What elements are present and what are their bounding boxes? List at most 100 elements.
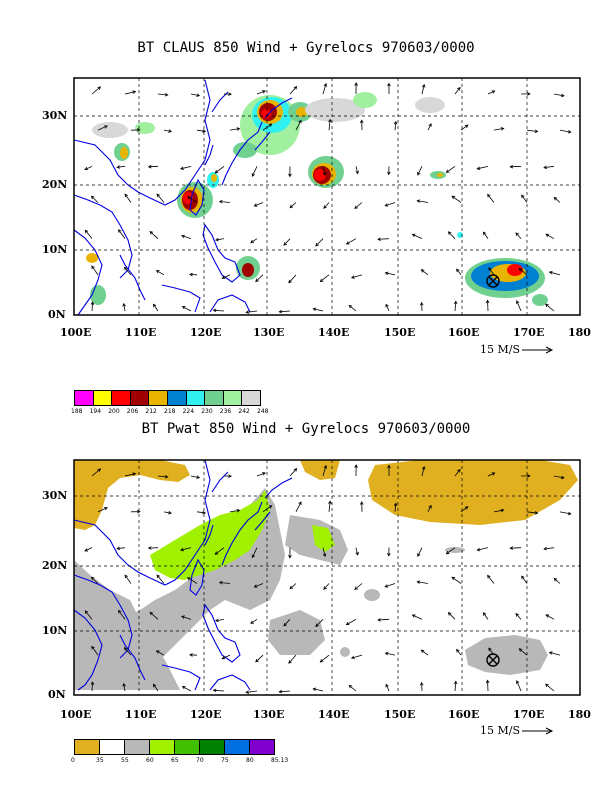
wind-vector-head-icon (147, 164, 152, 169)
wind-vector-head-icon (464, 124, 469, 128)
wind-vector-icon (222, 654, 231, 659)
wind-vector-icon (229, 509, 240, 513)
wind-vector-head-icon (545, 614, 550, 618)
wind-vector-icon (149, 231, 159, 239)
wind-vector-icon (323, 202, 330, 209)
wind-vector-icon (448, 231, 456, 239)
wind-vector-icon (180, 547, 192, 551)
bottom-lon-label-140e: 140E (318, 708, 350, 721)
wind-vector-icon (124, 647, 132, 656)
wind-vector-icon (219, 582, 231, 584)
wind-vector-head-icon (164, 92, 169, 97)
wind-vector-head-icon (253, 203, 258, 207)
bottom-gyre-marker-icon (486, 653, 500, 667)
wind-vector-head-icon (521, 194, 525, 199)
wind-vector-head-icon (527, 474, 531, 478)
wind-vector-icon (190, 93, 200, 97)
wind-vector-icon (289, 86, 297, 95)
top-colorbar-tick-label: 188 (71, 408, 83, 415)
wind-vector-head-icon (420, 649, 425, 653)
wind-vector-head-icon (214, 551, 219, 555)
bottom-lat-label-30n: 30N (42, 489, 68, 502)
wind-vector-icon (182, 306, 192, 312)
wind-vector-head-icon (476, 547, 481, 552)
wind-vector-head-icon (387, 552, 391, 557)
wind-vector-head-icon (288, 173, 292, 178)
wind-vector-head-icon (560, 93, 565, 98)
wind-vector-head-icon (323, 82, 328, 87)
wind-vector-icon (519, 648, 528, 656)
wind-vector-icon (544, 165, 555, 169)
wind-vector-head-icon (488, 647, 492, 652)
wind-vector-icon (412, 234, 423, 240)
wind-vector-icon (196, 129, 206, 132)
wind-vector-icon (97, 507, 108, 513)
wind-vector-head-icon (355, 551, 359, 556)
wind-vector-head-icon (323, 464, 328, 469)
wind-vector-head-icon (500, 127, 505, 131)
wind-vector-head-icon (384, 271, 389, 276)
bottom-scale-label: 15 M/S (480, 724, 520, 737)
wind-vector-head-icon (118, 609, 122, 614)
wind-vector-icon (313, 308, 324, 312)
wind-vector-icon (255, 654, 264, 663)
wind-vector-icon (477, 547, 489, 551)
wind-vector-head-icon (214, 169, 219, 174)
wind-vector-head-icon (289, 585, 294, 590)
wind-vector-icon (427, 505, 432, 513)
wind-vector-icon (427, 123, 432, 131)
wind-vector-head-icon (509, 164, 514, 169)
wind-vector-icon (97, 125, 108, 131)
wind-vector-head-icon (268, 123, 273, 127)
wind-vector-icon (256, 90, 266, 95)
wind-vector-head-icon (251, 554, 256, 559)
wind-vector-icon (322, 547, 326, 557)
wind-vector-head-icon (521, 575, 525, 580)
wind-vector-icon (246, 690, 258, 693)
wind-vector-head-icon (527, 92, 531, 96)
wind-vector-head-icon (278, 689, 283, 694)
top-colorbar-cell (111, 390, 131, 406)
wind-vector-head-icon (500, 508, 505, 513)
bottom-colorbar-tick-label: 70 (196, 757, 204, 764)
wind-vector-head-icon (355, 170, 359, 175)
wind-vector-icon (91, 265, 99, 276)
wind-vector-head-icon (181, 686, 186, 690)
wind-vector-head-icon (180, 547, 184, 552)
wind-vector-head-icon (323, 586, 327, 590)
wind-vector-icon (187, 196, 198, 203)
wind-vector-icon (545, 683, 555, 692)
wind-vector-head-icon (136, 509, 141, 514)
wind-vector-icon (315, 238, 324, 247)
wind-vector-icon (421, 466, 425, 477)
wind-vector-icon (288, 274, 297, 284)
wind-vector-icon (510, 165, 522, 168)
top-colorbar-tick-label: 236 (219, 408, 232, 415)
wind-vector-icon (417, 166, 423, 176)
wind-vector-head-icon (545, 233, 550, 237)
wind-vector-icon (553, 93, 564, 97)
wind-vector-icon (323, 583, 330, 590)
wind-vector-head-icon (445, 169, 450, 173)
wind-vector-head-icon (456, 268, 460, 273)
wind-vector-icon (510, 547, 522, 549)
wind-vector-icon (123, 683, 126, 692)
wind-vector-icon (163, 511, 172, 514)
top-lon-label-110e: 110E (125, 326, 157, 339)
wind-vector-icon (254, 202, 264, 207)
wind-vector-head-icon (122, 302, 126, 307)
wind-vector-head-icon (132, 472, 137, 476)
wind-vector-icon (322, 465, 327, 477)
wind-vector-head-icon (124, 193, 128, 198)
wind-vector-icon (91, 302, 93, 312)
wind-vector-head-icon (456, 648, 460, 653)
top-colorbar-tick-label: 206 (126, 408, 139, 415)
wind-vector-head-icon (348, 684, 353, 689)
bottom-shading (74, 460, 578, 690)
top-colorbar-cell (241, 390, 261, 406)
bottom-coastlines (73, 459, 293, 691)
wind-vector-head-icon (221, 275, 226, 279)
wind-vector-head-icon (416, 580, 421, 584)
wind-vector-head-icon (288, 660, 292, 664)
wind-vector-icon (91, 576, 99, 584)
